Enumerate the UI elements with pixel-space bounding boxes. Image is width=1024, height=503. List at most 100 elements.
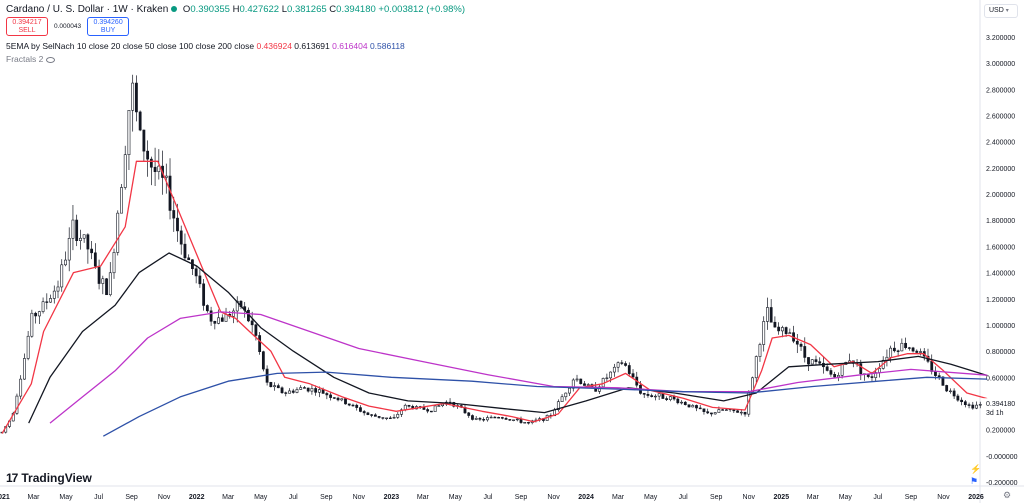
- x-tick-label: Jul: [679, 494, 688, 501]
- x-tick-label: 2022: [189, 494, 205, 501]
- close-value: 0.394180: [336, 4, 376, 15]
- y-tick-label: 3.200000: [986, 35, 1015, 42]
- candle-body: [269, 382, 273, 388]
- y-tick-label: -0.200000: [986, 480, 1018, 487]
- x-tick-label: 2021: [0, 494, 10, 501]
- price-tag-bg: [982, 398, 1022, 418]
- candle-body: [485, 417, 489, 421]
- candle-body: [605, 377, 609, 379]
- candle-body: [900, 342, 904, 352]
- candle-body: [892, 347, 896, 352]
- candle-body: [385, 417, 388, 420]
- candle-body: [915, 350, 919, 353]
- candle-body: [19, 378, 23, 397]
- low-value: 0.381265: [287, 4, 327, 15]
- buy-label: BUY: [100, 27, 116, 34]
- buy-price: 0.394260: [93, 19, 123, 26]
- x-tick-label: Nov: [937, 494, 950, 501]
- currency-button[interactable]: USD ▾: [984, 4, 1018, 18]
- flag-icon[interactable]: ⚑: [970, 476, 979, 486]
- candle-body: [840, 364, 844, 376]
- candle-body: [508, 419, 512, 421]
- candle-body: [146, 150, 150, 160]
- ema-indicator-legend[interactable]: 5EMA by SelNach 10 close 20 close 50 clo…: [6, 41, 405, 51]
- candle-body: [329, 394, 332, 398]
- symbol-title[interactable]: Cardano / U. S. Dollar · 1W · Kraken: [6, 4, 169, 15]
- candle-body: [306, 387, 310, 392]
- candle-body: [836, 375, 840, 378]
- candle-body: [67, 238, 71, 261]
- tradingview-logo[interactable]: 17 TradingView: [6, 471, 92, 485]
- fractals-indicator-legend[interactable]: Fractals 2: [6, 54, 56, 64]
- low-label: L: [281, 4, 288, 15]
- tradingview-logo-text: TradingView: [21, 471, 92, 485]
- candle-body: [291, 390, 295, 393]
- candle-body: [202, 283, 206, 306]
- candle-body: [23, 358, 26, 380]
- candle-body: [325, 393, 329, 396]
- candle-body: [273, 385, 276, 388]
- candle-body: [26, 335, 30, 359]
- bar-countdown-label: 3d 1h: [986, 410, 1004, 417]
- candle-body: [198, 275, 202, 285]
- candle-body: [276, 385, 280, 389]
- candle-body: [762, 321, 766, 345]
- candle-body: [336, 397, 340, 401]
- candle-body: [131, 82, 135, 111]
- candle-body: [941, 376, 945, 386]
- candle-body: [717, 409, 721, 413]
- candle-body: [967, 404, 971, 406]
- x-tick-label: Nov: [743, 494, 756, 501]
- candle-body: [30, 312, 34, 337]
- y-tick-label: 3.000000: [986, 61, 1015, 68]
- candle-body: [489, 416, 493, 419]
- candle-body: [187, 257, 191, 261]
- candle-body: [616, 362, 620, 368]
- high-label: H: [232, 4, 240, 15]
- candle-body: [183, 243, 187, 259]
- lightning-icon[interactable]: ⚡: [970, 464, 982, 474]
- sell-button[interactable]: 0.394217 SELL: [6, 17, 48, 36]
- ema-indicator-params: 10 close 20 close 50 close 100 close 200…: [76, 41, 255, 51]
- candle-body: [668, 396, 672, 400]
- y-tick-label: 2.600000: [986, 114, 1015, 121]
- y-tick-label: 1.800000: [986, 218, 1015, 225]
- candle-body: [661, 393, 665, 399]
- candle-body: [284, 392, 288, 394]
- candle-body: [713, 412, 717, 415]
- candle-body: [467, 412, 471, 416]
- candle-body: [153, 166, 157, 172]
- candle-body: [373, 414, 377, 417]
- candle-body: [665, 398, 669, 400]
- candle-body: [351, 404, 355, 407]
- y-tick-label: 1.200000: [986, 297, 1015, 304]
- candle-body: [799, 343, 803, 347]
- x-tick-label: Jul: [483, 494, 492, 501]
- candle-body: [586, 384, 590, 386]
- candle-body: [975, 404, 978, 409]
- candle-body: [340, 398, 344, 401]
- candle-body: [280, 387, 284, 393]
- x-tick-label: 2025: [774, 494, 790, 501]
- candle-body: [803, 346, 807, 358]
- candle-body: [825, 366, 829, 371]
- candle-body: [344, 398, 347, 405]
- y-tick-label: 1.400000: [986, 271, 1015, 278]
- buy-button[interactable]: 0.394260 BUY: [87, 17, 130, 36]
- settings-gear-icon[interactable]: ⚙: [1003, 490, 1012, 500]
- candle-body: [691, 405, 695, 408]
- candle-body: [780, 327, 784, 332]
- eye-icon[interactable]: [46, 56, 56, 63]
- candle-body: [568, 387, 571, 394]
- candle-body: [754, 356, 758, 379]
- candle-body: [258, 335, 262, 352]
- candle-body: [37, 311, 41, 317]
- candle-body: [911, 347, 915, 352]
- candle-body: [179, 230, 183, 245]
- x-tick-label: Nov: [547, 494, 560, 501]
- candle-body: [948, 390, 952, 393]
- candle-body: [433, 405, 437, 412]
- candle-body: [758, 344, 762, 357]
- candle-body: [724, 409, 728, 411]
